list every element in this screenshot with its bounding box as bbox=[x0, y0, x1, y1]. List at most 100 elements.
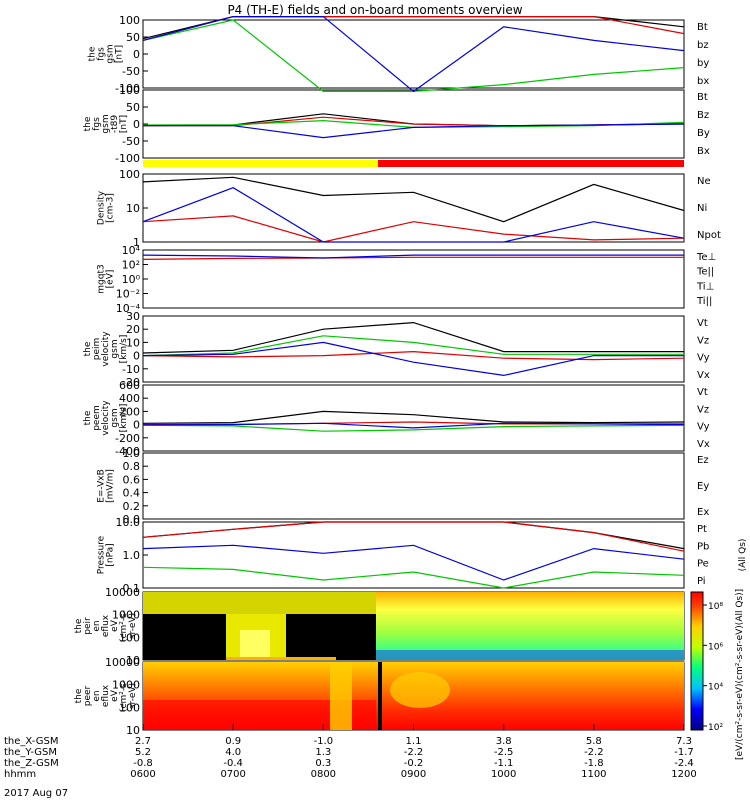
ephemeris-value: 1000 bbox=[491, 769, 516, 780]
y-axis-label: velocity bbox=[101, 331, 111, 367]
y-tick-label: 0.4 bbox=[123, 487, 141, 500]
y-axis-label: gsm bbox=[101, 114, 111, 133]
panel-frame-pressure bbox=[142, 521, 685, 589]
y-tick-label: 10⁻⁴ bbox=[116, 302, 141, 315]
y-tick-label: 1000 bbox=[112, 679, 140, 692]
ephemeris-value: 0.3 bbox=[315, 758, 331, 769]
y-axis-label: -t89 bbox=[110, 115, 120, 134]
y-tick-label: 50 bbox=[126, 31, 140, 44]
y-tick-label: 0 bbox=[133, 419, 140, 432]
y-tick-label: 10² bbox=[122, 259, 140, 272]
peer-spectrogram bbox=[143, 662, 684, 730]
panel-frame-density bbox=[142, 173, 685, 243]
colorbar-tick-label: 10⁴ bbox=[708, 683, 723, 693]
y-tick-label: -10 bbox=[122, 363, 140, 376]
series-line-pressure-Pb bbox=[142, 521, 685, 552]
y-tick-label: -200 bbox=[115, 432, 140, 445]
y-tick-label: 100 bbox=[119, 14, 140, 27]
legend-ve-item: Vz bbox=[697, 404, 709, 415]
y-axis-label: [mV/m] bbox=[106, 469, 116, 503]
y-axis-label: Density bbox=[97, 190, 107, 225]
y-tick-label: 0.0 bbox=[123, 513, 141, 526]
ephemeris-value: 1.3 bbox=[315, 747, 331, 758]
y-tick-label: -100 bbox=[115, 82, 140, 95]
series-line-temperature-Te⊥ bbox=[142, 256, 684, 260]
y-axis-label: the bbox=[83, 341, 93, 356]
ephemeris-row-label: the_Y-GSM bbox=[4, 747, 57, 758]
series-line-density-Ne bbox=[142, 215, 685, 243]
y-axis-label: [cm-3] bbox=[106, 193, 116, 223]
ephemeris-value: -0.2 bbox=[404, 758, 424, 769]
ephemeris-value: -1.1 bbox=[494, 758, 514, 769]
legend-vi-item: Vt bbox=[697, 318, 708, 329]
series-line-peim-velocity-Vz bbox=[142, 350, 685, 361]
y-tick-label: 0 bbox=[133, 118, 140, 131]
ephemeris-value: 0600 bbox=[130, 769, 155, 780]
pressure-side-label: (All Qs) bbox=[738, 539, 748, 572]
y-axis-label: [km/s] bbox=[119, 404, 129, 433]
plot-title: P4 (TH-E) fields and on-board moments ov… bbox=[227, 3, 522, 17]
ephemeris-value: 0800 bbox=[311, 769, 336, 780]
y-axis-label: [km/s] bbox=[119, 335, 129, 364]
y-axis-label: peir bbox=[83, 617, 93, 635]
y-axis-label: the bbox=[74, 618, 84, 633]
y-tick-label: 1.0 bbox=[123, 447, 141, 460]
survey-bar-fast bbox=[378, 160, 684, 167]
y-tick-label: 10⁻² bbox=[116, 288, 140, 301]
colorbar-label: [eV/(cm²-s-sr-eV)(cm²-s-sr-eV)(All Qs)] bbox=[735, 589, 745, 760]
legend-temp-item: Te|| bbox=[696, 267, 714, 278]
y-tick-label: 0.6 bbox=[123, 473, 141, 486]
y-axis-label: eflux bbox=[101, 614, 111, 637]
ephemeris-row-label: the_Z-GSM bbox=[4, 758, 59, 769]
ephemeris-value: 5.2 bbox=[135, 747, 151, 758]
y-tick-label: -100 bbox=[115, 152, 140, 165]
ephemeris-value: 0900 bbox=[401, 769, 426, 780]
legend-ve-item: Vy bbox=[697, 422, 710, 433]
y-tick-label: 0 bbox=[133, 350, 140, 363]
colorbar bbox=[690, 591, 704, 731]
legend-temp-item: Ti⊥ bbox=[696, 281, 714, 292]
y-axis-label: fgs bbox=[92, 117, 102, 131]
y-tick-label: 0.1 bbox=[123, 582, 141, 595]
series-line-peim-velocity-Vt bbox=[142, 321, 684, 354]
y-axis-label: gsm bbox=[106, 44, 116, 63]
y-tick-label: 10⁰ bbox=[122, 273, 141, 286]
series-line-pressure-Pe bbox=[142, 566, 685, 589]
y-tick-label: 1 bbox=[133, 236, 140, 249]
legend-pressure-item: Pe bbox=[697, 559, 709, 570]
ephemeris-value: 1100 bbox=[581, 769, 606, 780]
colorbar-tick-label: 10² bbox=[708, 723, 723, 733]
y-axis-label: gsm bbox=[110, 339, 120, 358]
y-axis-label: the bbox=[83, 116, 93, 131]
legend-fgs-dif-item: By bbox=[697, 128, 710, 139]
series-line-peem-velocity-Vt bbox=[142, 410, 685, 424]
series-line-temperature-Ti⊥ bbox=[142, 254, 684, 259]
panel-frame-fgs bbox=[142, 19, 685, 89]
legend-vi-item: Vz bbox=[697, 335, 709, 346]
y-tick-label: 400 bbox=[119, 392, 140, 405]
series-line-fgs-t89-Bx bbox=[143, 123, 685, 139]
legend-fgs-item: bx bbox=[697, 76, 709, 87]
ephemeris-value: 4.0 bbox=[225, 747, 241, 758]
series-line-fgs-by bbox=[142, 19, 685, 92]
legend-fgs-dif-item: Bz bbox=[697, 110, 709, 121]
legend-efield-item: Ex bbox=[697, 507, 709, 518]
legend-temp-item: Te⊥ bbox=[696, 252, 716, 263]
legend-efield-item: Ez bbox=[697, 455, 709, 466]
y-tick-label: 10 bbox=[126, 654, 140, 667]
legend-fgs-dif-item: Bt bbox=[697, 92, 708, 103]
date-label: 2017 Aug 07 bbox=[4, 788, 68, 799]
y-axis-label: [eV] bbox=[106, 270, 116, 289]
series-line-peim-velocity-Vy bbox=[142, 335, 684, 357]
series-line-peim-velocity-Vx bbox=[142, 341, 684, 377]
legend-vi-item: Vx bbox=[697, 370, 710, 381]
y-axis-label: E=-VxB bbox=[97, 469, 107, 503]
ephemeris-value: 0700 bbox=[220, 769, 245, 780]
series-line-pressure-Pi bbox=[142, 544, 685, 581]
legend-fgs-item: Bt bbox=[697, 22, 708, 33]
y-axis-label: mgqt3 bbox=[97, 264, 107, 293]
ephemeris-value: -1.8 bbox=[584, 758, 604, 769]
ephemeris-value: -2.4 bbox=[674, 758, 694, 769]
y-axis-label: (cm²-s- bbox=[119, 610, 129, 642]
ephemeris-value: -2.5 bbox=[494, 747, 514, 758]
